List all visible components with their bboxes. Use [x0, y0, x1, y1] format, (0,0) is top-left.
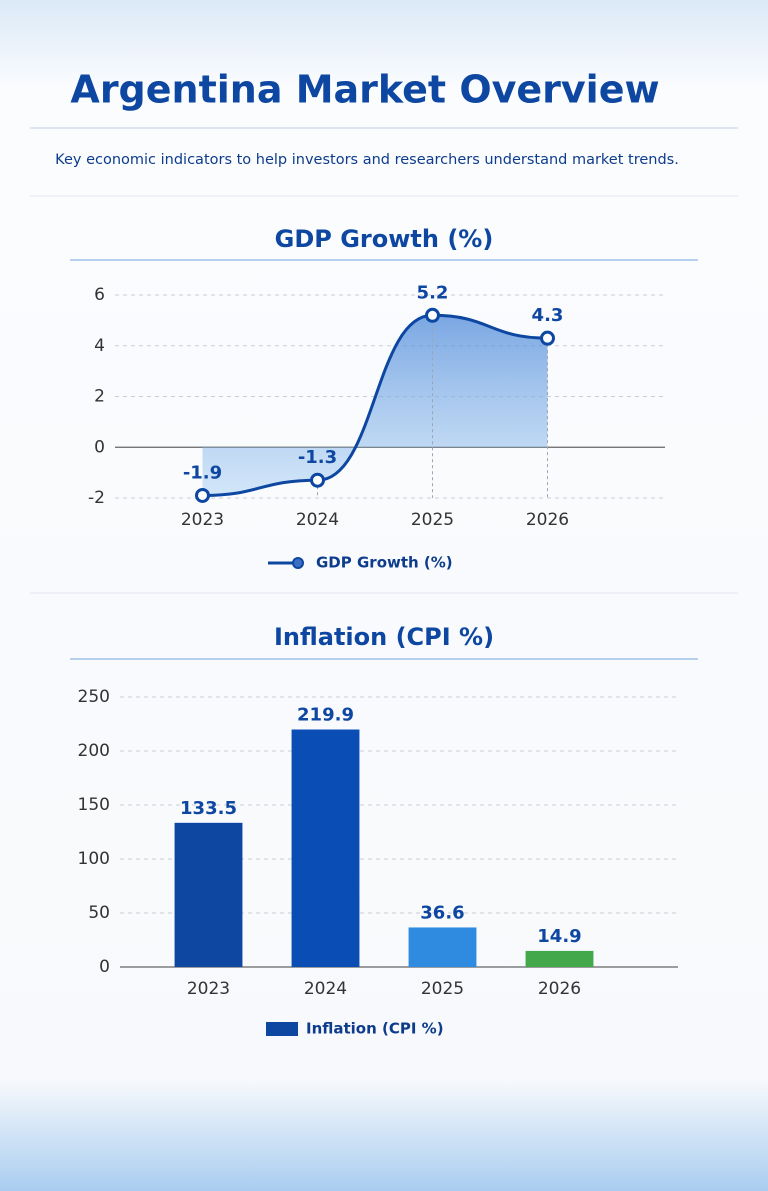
- x-tick-label: 2023: [181, 510, 224, 530]
- point: [195, 487, 210, 503]
- y-tick-label: 2: [94, 387, 105, 407]
- y-tick-label: 100: [78, 849, 110, 869]
- data-label: 5.2: [417, 282, 449, 303]
- y-tick-label: 4: [94, 336, 105, 356]
- data-label: 4.3: [532, 305, 564, 326]
- y-tick-label: 6: [94, 285, 105, 305]
- x-tick-label: 2024: [296, 510, 339, 530]
- area: [202, 315, 548, 496]
- point: [540, 330, 555, 346]
- legend-label: GDP Growth (%): [316, 554, 453, 572]
- x-tick-label: 2024: [304, 979, 347, 999]
- x-tick-label: 2025: [421, 979, 464, 999]
- y-tick-label: 0: [94, 437, 105, 457]
- chart-title: Inflation (CPI %): [274, 623, 494, 651]
- data-label: -1.9: [183, 462, 222, 483]
- data-label: 36.6: [420, 902, 464, 923]
- bar: [525, 950, 594, 967]
- x-tick-label: 2026: [526, 510, 569, 530]
- page-title: Argentina Market Overview: [70, 68, 659, 112]
- data-label: 219.9: [297, 705, 354, 726]
- point: [310, 472, 325, 488]
- x-tick-label: 2025: [411, 510, 454, 530]
- y-tick-label: 50: [88, 903, 110, 923]
- bar: [408, 927, 477, 967]
- data-label: 14.9: [537, 926, 581, 947]
- y-tick-label: 0: [99, 957, 110, 977]
- bar: [174, 822, 243, 967]
- y-tick-label: -2: [88, 488, 105, 508]
- legend-swatch: [292, 557, 304, 569]
- x-tick-label: 2026: [538, 979, 581, 999]
- line: [202, 313, 548, 497]
- point: [425, 307, 440, 323]
- data-label: 133.5: [180, 798, 237, 819]
- subtitle: Key economic indicators to help investor…: [55, 152, 679, 168]
- chart-title: GDP Growth (%): [275, 225, 494, 253]
- y-tick-label: 200: [78, 741, 110, 761]
- legend-label: Inflation (CPI %): [306, 1020, 444, 1038]
- legend-swatch: [266, 1022, 298, 1036]
- bar: [291, 729, 360, 967]
- x-tick-label: 2023: [187, 979, 230, 999]
- data-label: -1.3: [298, 447, 337, 468]
- y-tick-label: 250: [78, 687, 110, 707]
- y-tick-label: 150: [78, 795, 110, 815]
